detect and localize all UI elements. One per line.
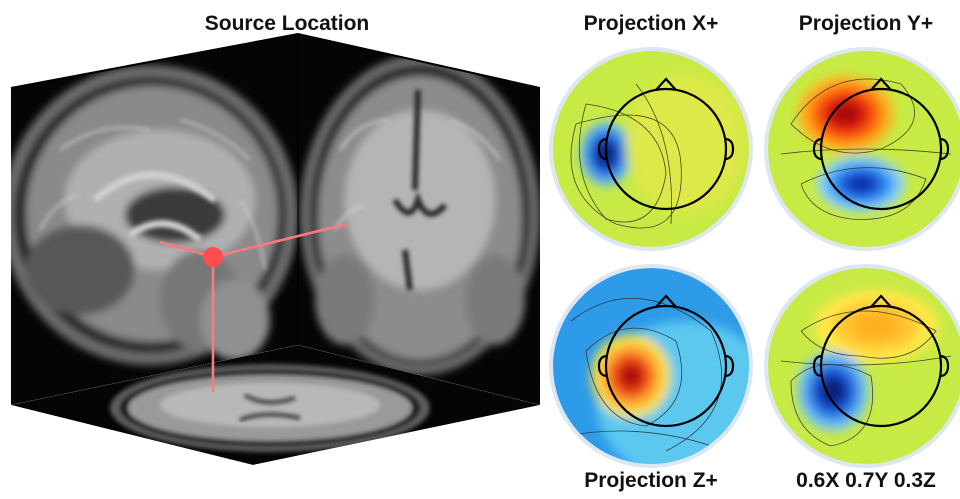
topomap-projection-x (549, 47, 753, 251)
contour-line (570, 114, 682, 229)
projection-x-title: Projection X+ (583, 12, 719, 35)
brain-mri-cube (10, 32, 540, 465)
combined-projection-title: 0.6X 0.7Y 0.3Z (796, 469, 936, 492)
topomap-field (768, 268, 960, 464)
source-axes (159, 222, 348, 392)
head-outline-icon (812, 77, 950, 211)
coronal-slice (298, 34, 540, 405)
topomap-field (553, 51, 749, 247)
axis-line-coronal (212, 222, 348, 259)
contour-line (780, 355, 952, 366)
source-location-title: Source Location (204, 12, 370, 35)
contour-line (565, 430, 727, 452)
head-outline-icon (597, 294, 735, 428)
contour-line (570, 297, 723, 452)
contour-line (800, 167, 927, 220)
topomap-projection-y (764, 47, 960, 251)
contour-line (635, 83, 672, 225)
projection-y-title: Projection Y+ (798, 12, 934, 35)
head-outline-icon (597, 77, 735, 211)
projection-z-title: Projection Z+ (584, 469, 718, 492)
topomap-field (768, 51, 960, 247)
axial-slice (11, 345, 540, 465)
contour-line (585, 327, 683, 427)
source-marker (203, 247, 223, 267)
head-outline-icon (812, 294, 950, 428)
contour-line (780, 148, 952, 155)
contour-line (578, 103, 667, 223)
contour-line (790, 78, 915, 154)
topomap-combined-projection (764, 264, 960, 468)
topomap-projection-z (549, 264, 753, 468)
contour-line (800, 310, 937, 359)
sagittal-slice (11, 34, 298, 405)
